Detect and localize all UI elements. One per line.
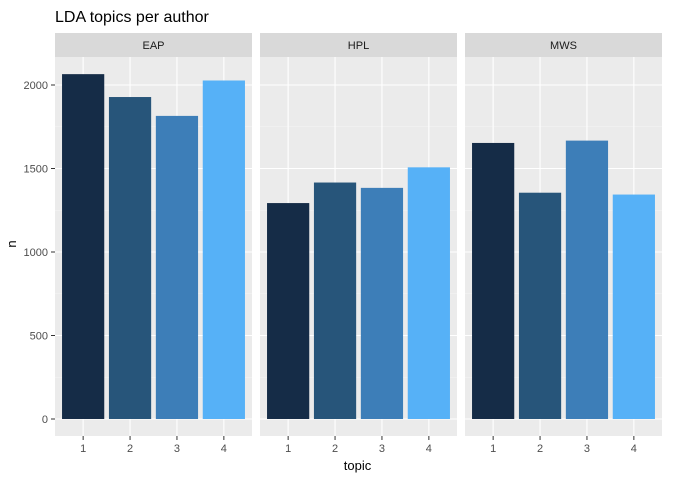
x-axis-title: topic (344, 458, 372, 473)
facet-strip-label: EAP (142, 40, 164, 52)
bar-mws-topic-4 (612, 194, 655, 419)
bar-mws-topic-1 (472, 142, 515, 419)
y-tick-label: 1500 (24, 164, 48, 176)
bar-hpl-topic-1 (267, 203, 310, 419)
x-tick-label: 3 (174, 443, 180, 455)
facet-mws: MWS 1 2 3 4 (465, 33, 662, 455)
x-tick-label: 3 (379, 443, 385, 455)
bar-eap-topic-1 (62, 74, 105, 420)
bar-hpl-topic-4 (407, 167, 450, 419)
facet-strip (465, 33, 662, 57)
y-axis: 0 500 1000 1500 2000 (24, 80, 55, 426)
bar-hpl-topic-3 (360, 187, 404, 419)
facet-eap: EAP 1 2 3 4 (55, 33, 252, 455)
y-tick-label: 1000 (24, 247, 48, 259)
y-tick-label: 500 (30, 331, 48, 343)
x-tick-label: 2 (127, 443, 133, 455)
x-tick-label: 3 (584, 443, 590, 455)
facet-strip (55, 33, 252, 57)
facet-hpl: HPL 1 2 3 4 (260, 33, 457, 455)
x-tick-label: 1 (80, 443, 86, 455)
chart-title: LDA topics per author (55, 9, 210, 26)
x-tick-label: 1 (490, 443, 496, 455)
bar-eap-topic-2 (108, 97, 152, 420)
y-axis-title: n (4, 240, 19, 247)
x-tick-label: 1 (285, 443, 291, 455)
y-tick-label: 2000 (24, 80, 48, 92)
x-tick-label: 2 (537, 443, 543, 455)
bar-mws-topic-2 (518, 192, 562, 419)
facet-strip-label: MWS (550, 40, 577, 52)
bar-mws-topic-3 (565, 140, 609, 419)
x-tick-label: 4 (426, 443, 432, 455)
x-tick-label: 4 (631, 443, 637, 455)
bar-eap-topic-4 (202, 80, 245, 419)
y-tick-label: 0 (42, 414, 48, 426)
facet-panels: EAP 1 2 3 4 HPL 1 2 3 4 MWS 1 2 3 4 (55, 33, 662, 455)
facet-strip-label: HPL (348, 40, 369, 52)
bar-eap-topic-3 (155, 115, 199, 420)
facet-strip (260, 33, 457, 57)
bar-hpl-topic-2 (313, 182, 357, 419)
x-tick-label: 2 (332, 443, 338, 455)
x-tick-label: 4 (221, 443, 227, 455)
